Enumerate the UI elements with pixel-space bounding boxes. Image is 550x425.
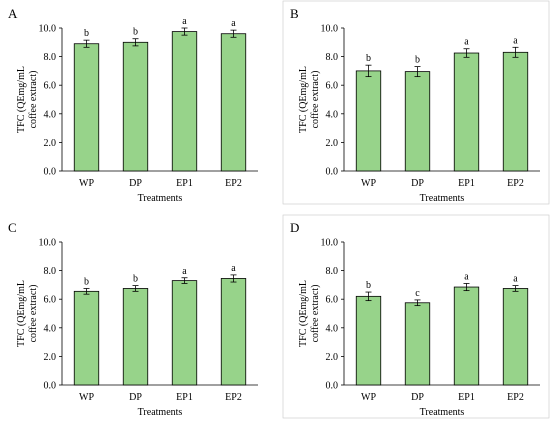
significance-letter: a: [182, 16, 187, 27]
y-tick-label: 0.0: [326, 381, 339, 392]
bar-ep2: [220, 33, 247, 172]
y-tick-label: 0.0: [326, 167, 339, 178]
significance-letter: a: [231, 18, 236, 29]
y-tick-label: 2.0: [44, 352, 57, 363]
x-tick-label: DP: [129, 392, 142, 403]
y-tick-label: 8.0: [44, 52, 57, 63]
x-axis-label: Treatments: [420, 193, 465, 204]
x-tick-label: DP: [411, 392, 424, 403]
x-tick-label: DP: [129, 178, 142, 189]
y-tick-label: 10.0: [321, 24, 339, 35]
x-tick-label: WP: [361, 392, 376, 403]
y-tick-label: 2.0: [326, 138, 339, 149]
panel-frame: [282, 0, 550, 205]
bar-dp: [122, 41, 149, 172]
y-axis-label-line2: coffee extract): [310, 71, 321, 129]
significance-letter: b: [366, 280, 371, 291]
y-tick-label: 6.0: [44, 295, 57, 306]
y-tick-label: 10.0: [321, 238, 339, 249]
y-tick-label: 8.0: [44, 266, 57, 277]
bar-dp: [404, 302, 431, 386]
significance-letter: c: [415, 288, 420, 299]
y-tick-label: 10.0: [39, 238, 57, 249]
x-axis-label: Treatments: [138, 407, 183, 418]
significance-letter: b: [133, 274, 138, 285]
y-tick-label: 6.0: [326, 295, 339, 306]
y-tick-label: 4.0: [326, 323, 339, 334]
x-tick-label: EP1: [458, 178, 475, 189]
bar-wp: [73, 290, 100, 386]
y-tick-label: 8.0: [326, 266, 339, 277]
chart-panel-a: A 0.0 2.0 4.0 6.0 8.0 10.0 TFC (QEmg/mL coffee e…: [8, 6, 258, 204]
y-tick-label: 2.0: [44, 138, 57, 149]
significance-letter: a: [513, 35, 518, 46]
y-tick-label: 4.0: [326, 109, 339, 120]
y-tick-label: 4.0: [44, 109, 57, 120]
y-tick-label: 4.0: [44, 323, 57, 334]
x-tick-label: WP: [79, 392, 94, 403]
bar-wp: [73, 43, 100, 172]
bar-ep2: [502, 51, 529, 172]
y-tick-label: 0.0: [44, 381, 57, 392]
y-tick-label: 6.0: [326, 81, 339, 92]
x-tick-label: DP: [411, 178, 424, 189]
panel-letter: A: [8, 6, 18, 21]
y-tick-label: 2.0: [326, 352, 339, 363]
x-tick-label: EP1: [176, 392, 193, 403]
y-tick-label: 6.0: [44, 81, 57, 92]
significance-letter: a: [513, 274, 518, 285]
chart-panel-d: D 0.0 2.0 4.0 6.0 8.0 10.0 TFC (QEmg/mL coffee e…: [282, 214, 550, 419]
significance-letter: a: [231, 263, 236, 274]
bar-ep2: [220, 278, 247, 386]
bar-ep1: [171, 280, 198, 386]
x-tick-label: EP1: [176, 178, 193, 189]
y-axis-label-line2: coffee extract): [310, 285, 321, 343]
x-tick-label: EP2: [507, 178, 524, 189]
significance-letter: b: [84, 276, 89, 287]
y-axis-label-line1: TFC (QEmg/mL: [298, 280, 309, 347]
x-tick-label: EP2: [225, 392, 242, 403]
bar-wp: [355, 295, 382, 386]
y-axis-label-line1: TFC (QEmg/mL: [16, 66, 27, 133]
x-tick-label: EP1: [458, 392, 475, 403]
x-tick-label: EP2: [507, 392, 524, 403]
bar-ep1: [171, 31, 198, 172]
significance-letter: a: [182, 266, 187, 277]
bar-wp: [355, 70, 382, 172]
y-tick-label: 8.0: [326, 52, 339, 63]
y-tick-label: 0.0: [44, 167, 57, 178]
bar-ep2: [502, 288, 529, 386]
panel-letter: B: [290, 6, 299, 21]
x-axis-label: Treatments: [420, 407, 465, 418]
bar-dp: [122, 288, 149, 386]
significance-letter: a: [464, 271, 469, 282]
bar-dp: [404, 71, 431, 172]
significance-letter: b: [84, 28, 89, 39]
bar-ep1: [453, 286, 480, 386]
significance-letter: b: [366, 53, 371, 64]
bar-ep1: [453, 52, 480, 172]
y-axis-label-line2: coffee extract): [28, 285, 39, 343]
x-tick-label: WP: [361, 178, 376, 189]
significance-letter: b: [133, 27, 138, 38]
chart-panel-c: C 0.0 2.0 4.0 6.0 8.0 10.0 TFC (QEmg/mL coffee e…: [8, 220, 258, 418]
significance-letter: b: [415, 55, 420, 66]
x-tick-label: EP2: [225, 178, 242, 189]
panel-letter: C: [8, 220, 17, 235]
panel-frame: [282, 214, 550, 419]
y-axis-label-line2: coffee extract): [28, 71, 39, 129]
panel-letter: D: [290, 220, 299, 235]
significance-letter: a: [464, 37, 469, 48]
x-tick-label: WP: [79, 178, 94, 189]
chart-panel-b: B 0.0 2.0 4.0 6.0 8.0 10.0 TFC (QEmg/mL coffee e…: [282, 0, 550, 205]
y-tick-label: 10.0: [39, 24, 57, 35]
y-axis-label-line1: TFC (QEmg/mL: [298, 66, 309, 133]
y-axis-label-line1: TFC (QEmg/mL: [16, 280, 27, 347]
x-axis-label: Treatments: [138, 193, 183, 204]
